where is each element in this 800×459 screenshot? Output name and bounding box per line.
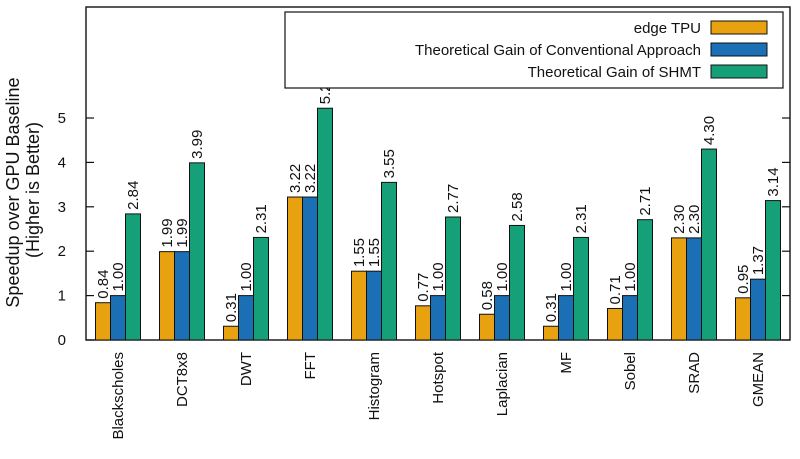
- bar: [223, 325, 239, 341]
- bar: [287, 196, 303, 341]
- x-tick-label: Sobel: [622, 352, 639, 390]
- bar: [253, 236, 269, 341]
- bar: [622, 295, 638, 341]
- data-label: 4.30: [701, 116, 718, 145]
- y-tick-label: 3: [58, 199, 66, 216]
- y-axis-title: Speedup over GPU Baseline (Higher is Bet…: [3, 72, 43, 307]
- y-axis-title-line-1: Speedup over GPU Baseline: [3, 77, 23, 307]
- bar: [366, 270, 382, 341]
- data-label: 1.00: [494, 262, 511, 291]
- bar: [494, 295, 510, 341]
- y-tick-label: 4: [58, 154, 66, 171]
- bar: [445, 216, 461, 341]
- data-label: 2.31: [573, 204, 590, 233]
- bar: [317, 107, 333, 341]
- data-label: 0.31: [223, 293, 240, 322]
- legend-swatch: [710, 20, 768, 35]
- data-label: 1.00: [430, 262, 447, 291]
- x-tick-label: MF: [558, 352, 575, 374]
- data-labels: 0.841.002.841.991.993.990.311.002.313.22…: [95, 75, 782, 322]
- x-tick-label: SRAD: [686, 352, 703, 394]
- data-label: 0.84: [95, 270, 112, 299]
- bar: [765, 200, 781, 341]
- data-label: 3.55: [381, 149, 398, 178]
- data-label: 2.84: [125, 181, 142, 210]
- data-label: 3.22: [287, 164, 304, 193]
- data-label: 2.30: [686, 205, 703, 234]
- data-label: 2.30: [671, 205, 688, 234]
- legend-swatch: [710, 64, 768, 79]
- data-label: 2.77: [445, 184, 462, 213]
- bar: [735, 297, 751, 341]
- data-label: 0.31: [543, 293, 560, 322]
- data-label: 1.00: [558, 262, 575, 291]
- bar: [686, 237, 702, 341]
- data-label: 3.99: [189, 130, 206, 159]
- data-label: 1.55: [351, 238, 368, 267]
- data-label: 0.58: [479, 281, 496, 310]
- bars: [95, 107, 781, 341]
- bar: [159, 251, 175, 341]
- bar: [174, 251, 190, 341]
- bar: [95, 302, 111, 341]
- bar: [543, 325, 559, 341]
- bar: [415, 305, 431, 341]
- y-tick-label: 0: [58, 332, 66, 349]
- data-label: 1.00: [110, 262, 127, 291]
- data-label: 0.71: [607, 275, 624, 304]
- x-tick-label: Histogram: [366, 352, 383, 420]
- legend-box: [284, 11, 784, 89]
- bar: [238, 295, 254, 341]
- data-label: 2.31: [253, 204, 270, 233]
- bar: [637, 219, 653, 341]
- legend-label: Theoretical Gain of Conventional Approac…: [415, 42, 701, 59]
- y-axis-title-line-2: (Higher is Better): [23, 122, 43, 258]
- data-label: 0.77: [415, 273, 432, 302]
- y-tick-label: 1: [58, 288, 66, 305]
- data-label: 1.99: [174, 218, 191, 247]
- bar: [509, 224, 525, 341]
- x-tick-label: DWT: [238, 352, 255, 386]
- bar: [479, 313, 495, 341]
- data-label: 1.99: [159, 218, 176, 247]
- y-tick-label: 5: [58, 110, 66, 127]
- data-label: 3.22: [302, 164, 319, 193]
- bar: [125, 213, 141, 341]
- bar: [430, 295, 446, 341]
- legend-swatch: [710, 42, 768, 57]
- data-label: 1.37: [750, 246, 767, 275]
- x-tick-label: GMEAN: [750, 352, 767, 407]
- data-label: 1.00: [622, 262, 639, 291]
- axes: 0 1 2 3 4 5 Blackscholes DCT8x8 DWT FFT Histogram H…: [58, 6, 791, 440]
- bar: [573, 236, 589, 341]
- bar: [671, 237, 687, 341]
- bar: [558, 295, 574, 341]
- x-tick-label: FFT: [302, 352, 319, 380]
- bar: [750, 278, 766, 341]
- bar: [701, 148, 717, 341]
- x-tick-label: Laplacian: [494, 352, 511, 416]
- legend-label: Theoretical Gain of SHMT: [528, 64, 701, 81]
- bar: [302, 196, 318, 341]
- x-tick-label: DCT8x8: [174, 352, 191, 407]
- x-tick-label: Blackscholes: [110, 352, 127, 440]
- data-label: 2.58: [509, 192, 526, 221]
- x-tick-label: Hotspot: [430, 351, 447, 404]
- data-label: 0.95: [735, 265, 752, 294]
- bar: [351, 270, 367, 341]
- legend-label: edge TPU: [634, 20, 701, 37]
- data-label: 1.55: [366, 238, 383, 267]
- y-tick-label: 2: [58, 243, 66, 260]
- data-label: 1.00: [238, 262, 255, 291]
- data-label: 2.71: [637, 186, 654, 215]
- bar: [110, 295, 126, 341]
- bar: [381, 181, 397, 341]
- data-label: 3.14: [765, 167, 782, 196]
- bar: [189, 162, 205, 341]
- bar: [607, 307, 623, 341]
- legend: edge TPU Theoretical Gain of Conventional…: [284, 11, 784, 89]
